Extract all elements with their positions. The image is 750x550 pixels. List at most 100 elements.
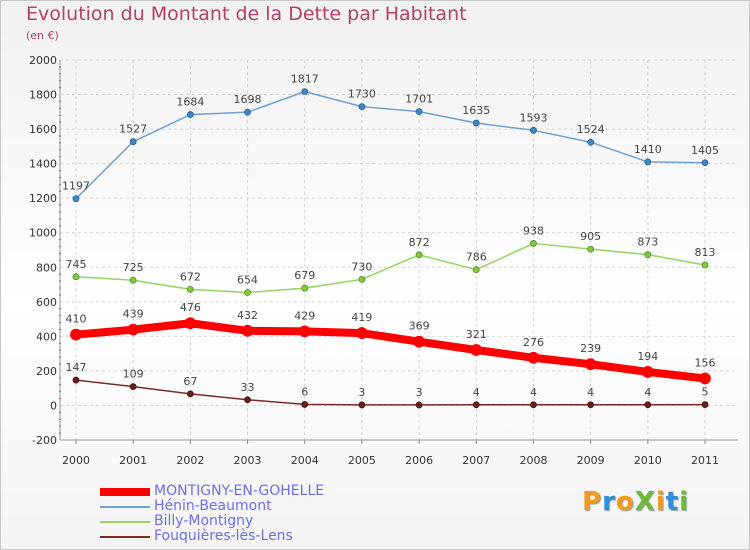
data-label-montigny: 410 <box>66 313 87 326</box>
x-tick-label: 2005 <box>348 454 376 467</box>
data-point-henin-beaumont <box>186 111 194 118</box>
data-label-montigny: 432 <box>237 309 258 322</box>
y-tick-label: -200 <box>32 434 57 447</box>
data-point-montigny <box>641 366 654 378</box>
data-point-fouquieres-les-lens <box>358 401 366 409</box>
data-label-montigny: 276 <box>523 336 544 349</box>
data-point-henin-beaumont <box>301 88 309 96</box>
legend: MONTIGNY-EN-GOHELLE Hénin-Beaumont Billy… <box>100 484 324 544</box>
data-point-montigny <box>356 327 368 339</box>
data-point-fouquieres-les-lens <box>701 401 709 408</box>
data-label-henin-beaumont: 1410 <box>634 143 662 156</box>
data-label-billy-montigny: 873 <box>637 236 658 249</box>
logo-letter: r <box>602 487 616 517</box>
data-point-henin-beaumont <box>415 108 423 116</box>
x-tick-label: 2000 <box>62 454 90 467</box>
data-point-montigny <box>584 358 597 371</box>
data-point-fouquieres-les-lens <box>530 401 537 409</box>
data-label-billy-montigny: 672 <box>180 270 201 283</box>
data-point-billy-montigny <box>587 245 595 253</box>
data-label-fouquieres-les-lens: 5 <box>702 386 709 399</box>
logo-letter: t <box>665 487 680 517</box>
legend-swatch-fouquieres-les-lens <box>100 535 150 538</box>
x-tick-label: 2008 <box>519 454 547 467</box>
data-point-montigny <box>413 335 425 348</box>
data-point-montigny <box>70 328 82 341</box>
x-tick-label: 2009 <box>577 454 605 467</box>
data-point-billy-montigny <box>129 276 137 284</box>
data-point-montigny <box>241 324 254 337</box>
legend-label-montigny: MONTIGNY-EN-GOHELLE <box>154 483 325 499</box>
data-point-henin-beaumont <box>644 158 652 166</box>
legend-item-billy-montigny: Billy-Montigny <box>100 514 324 529</box>
data-point-fouquieres-les-lens <box>301 401 309 408</box>
data-label-fouquieres-les-lens: 4 <box>587 386 594 399</box>
x-tick-label: 2006 <box>405 454 433 467</box>
data-point-fouquieres-les-lens <box>587 401 595 409</box>
data-label-billy-montigny: 872 <box>409 236 430 249</box>
logo-letter: i <box>679 487 690 517</box>
series-line-montigny <box>72 319 709 383</box>
data-label-billy-montigny: 813 <box>695 246 716 259</box>
data-point-henin-beaumont <box>358 103 366 111</box>
data-label-henin-beaumont: 1405 <box>691 144 719 157</box>
data-label-billy-montigny: 654 <box>237 273 258 286</box>
data-label-fouquieres-les-lens: 3 <box>358 386 365 399</box>
data-point-billy-montigny <box>472 266 480 274</box>
y-tick-label: 400 <box>36 330 57 343</box>
data-label-fouquieres-les-lens: 4 <box>644 386 651 399</box>
legend-label-fouquieres-les-lens: Fouquières-lès-Lens <box>154 528 293 544</box>
legend-item-henin-beaumont: Hénin-Beaumont <box>100 499 324 514</box>
data-label-billy-montigny: 745 <box>66 258 87 271</box>
y-tick-label: 2000 <box>29 54 57 67</box>
legend-item-fouquieres-les-lens: Fouquières-lès-Lens <box>100 529 324 544</box>
data-point-montigny <box>527 351 540 364</box>
series-line-fouquieres-les-lens <box>75 379 706 406</box>
data-point-henin-beaumont <box>701 159 709 167</box>
data-point-billy-montigny <box>358 275 366 283</box>
data-label-henin-beaumont: 1635 <box>462 104 490 117</box>
chart-subtitle: (en €) <box>26 29 59 42</box>
data-label-billy-montigny: 730 <box>351 260 372 273</box>
data-label-montigny: 156 <box>695 357 716 370</box>
proxiti-logo: ProXiti <box>582 487 689 517</box>
data-label-fouquieres-les-lens: 109 <box>123 368 144 381</box>
data-label-fouquieres-les-lens: 67 <box>183 375 197 388</box>
data-point-billy-montigny <box>530 240 537 247</box>
series-line-henin-beaumont <box>75 90 706 200</box>
data-label-fouquieres-les-lens: 4 <box>473 386 480 399</box>
x-tick-label: 2002 <box>176 454 204 467</box>
data-label-billy-montigny: 679 <box>294 269 315 282</box>
data-point-henin-beaumont <box>244 108 251 116</box>
y-tick-label: 200 <box>36 365 57 378</box>
logo-letter: P <box>582 487 603 517</box>
data-point-henin-beaumont <box>72 195 80 203</box>
legend-label-henin-beaumont: Hénin-Beaumont <box>154 498 272 514</box>
data-label-billy-montigny: 905 <box>580 230 601 243</box>
logo-letter: X <box>634 487 656 517</box>
x-tick-label: 2001 <box>119 454 147 467</box>
x-tick-label: 2010 <box>634 454 662 467</box>
data-point-billy-montigny <box>701 261 709 269</box>
x-tick-label: 2007 <box>462 454 490 467</box>
legend-label-billy-montigny: Billy-Montigny <box>154 513 254 529</box>
data-point-billy-montigny <box>301 284 309 292</box>
data-label-henin-beaumont: 1817 <box>291 73 319 86</box>
y-tick-label: 600 <box>36 296 57 309</box>
data-label-montigny: 239 <box>580 342 601 355</box>
data-point-billy-montigny <box>244 289 251 296</box>
y-tick-label: 1400 <box>29 158 57 171</box>
y-tick-label: 0 <box>50 399 57 412</box>
data-point-billy-montigny <box>186 285 194 293</box>
data-label-henin-beaumont: 1197 <box>62 180 90 193</box>
data-label-henin-beaumont: 1593 <box>519 111 547 124</box>
data-label-fouquieres-les-lens: 147 <box>66 361 87 374</box>
data-label-montigny: 419 <box>351 311 372 324</box>
x-tick-label: 2011 <box>691 454 719 467</box>
data-point-fouquieres-les-lens <box>644 401 652 409</box>
data-point-fouquieres-les-lens <box>415 401 423 409</box>
data-label-montigny: 429 <box>294 309 315 322</box>
y-tick-label: 800 <box>36 261 57 274</box>
legend-swatch-billy-montigny <box>100 520 150 523</box>
